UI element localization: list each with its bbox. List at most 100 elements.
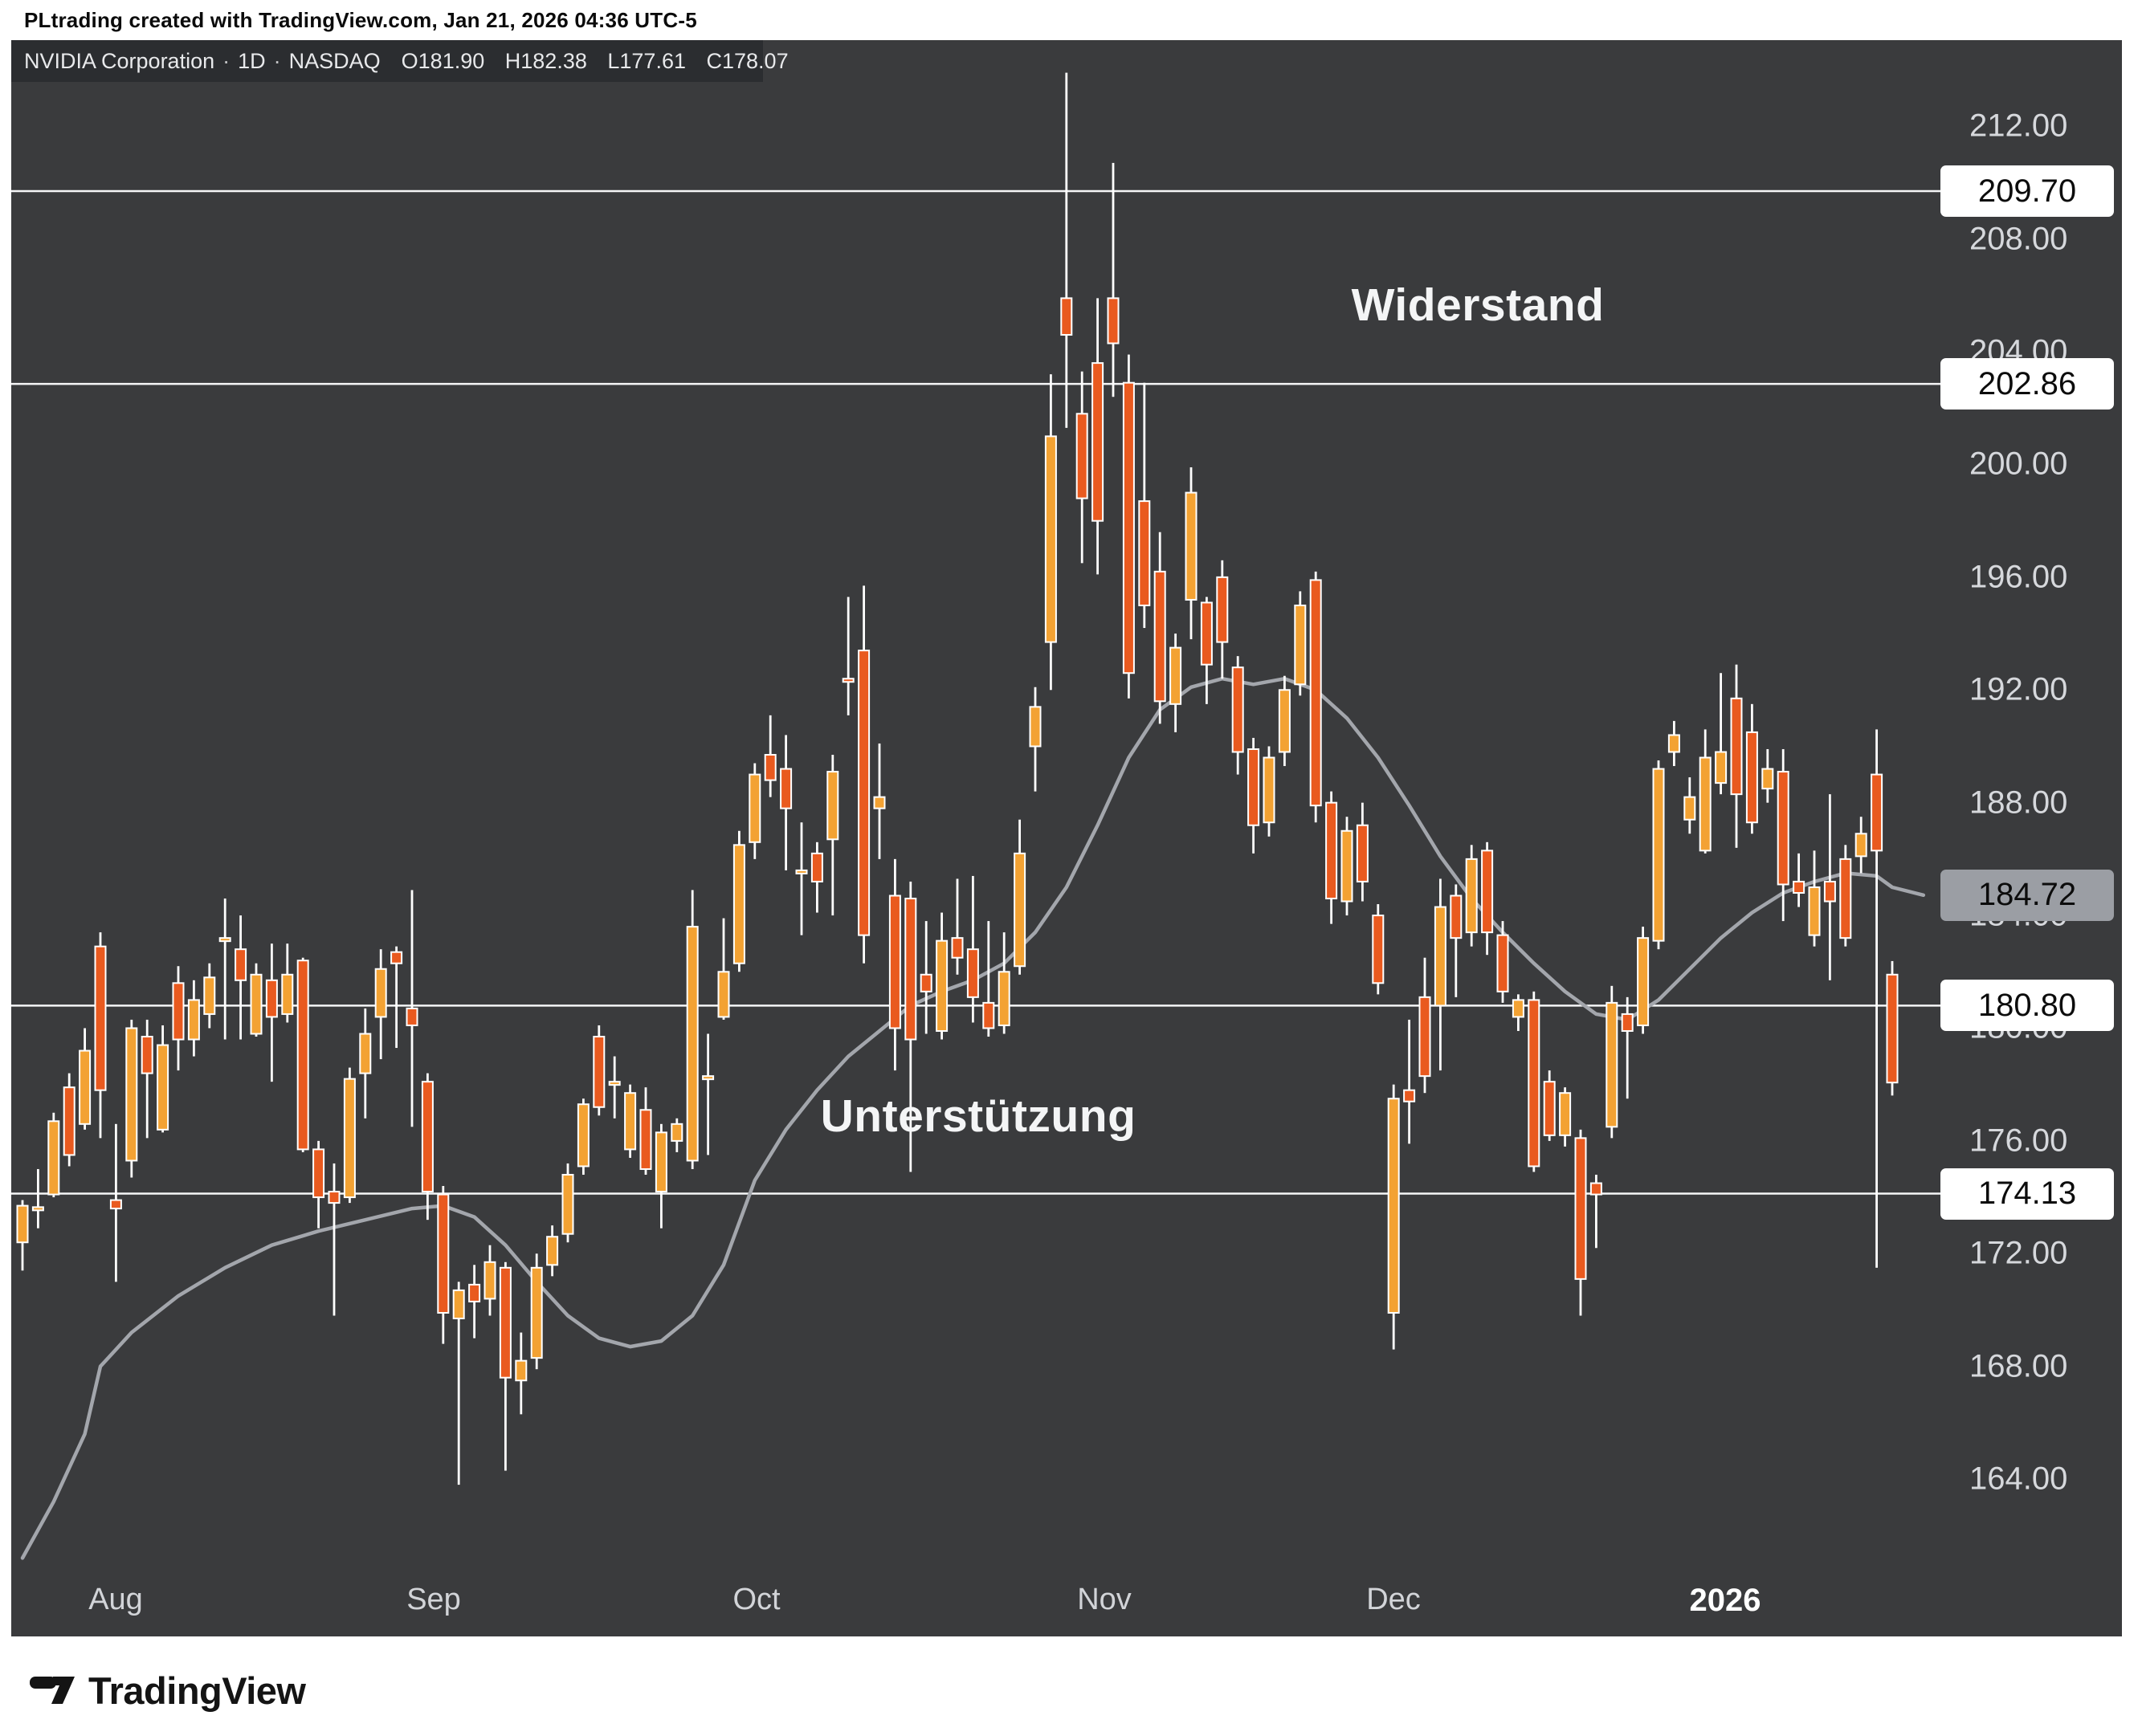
candle xyxy=(1216,560,1229,679)
candle xyxy=(1715,673,1728,795)
candle-body-up xyxy=(31,1206,44,1212)
candle xyxy=(858,585,871,964)
candle xyxy=(1606,985,1618,1139)
candle-body-up xyxy=(359,1033,372,1074)
candle xyxy=(1107,162,1120,397)
candle-body-up xyxy=(1044,435,1057,643)
candle xyxy=(1294,591,1307,696)
candle-wick xyxy=(333,1163,336,1316)
candle-wick xyxy=(145,1019,149,1139)
candle-body-up xyxy=(1169,646,1182,705)
candle xyxy=(1496,921,1509,1003)
candle xyxy=(1247,737,1260,854)
candle-body-up xyxy=(1029,706,1042,748)
candle xyxy=(1699,729,1712,854)
candle-body-up xyxy=(1340,829,1353,903)
candle xyxy=(639,1087,652,1175)
candle xyxy=(1574,1129,1587,1316)
candle xyxy=(265,943,278,1082)
candle-body-down xyxy=(1200,601,1213,666)
candle-body-down xyxy=(1091,362,1104,522)
candle-body-up xyxy=(732,844,745,964)
chart-canvas[interactable]: NVIDIA Corporation · 1D · NASDAQ O181.90… xyxy=(11,40,2122,1636)
candle-body-up xyxy=(749,773,761,843)
candle xyxy=(1029,687,1042,792)
candle-body-down xyxy=(764,754,777,781)
price-tick-208.00: 208.00 xyxy=(1969,221,2068,257)
candle xyxy=(1200,597,1213,704)
candle-body-up xyxy=(515,1359,528,1382)
candle xyxy=(1278,675,1291,767)
candle xyxy=(172,966,185,1071)
candle xyxy=(483,1245,496,1316)
candle-body-up xyxy=(1715,751,1728,784)
level-price-label-202.86: 202.86 xyxy=(1940,358,2114,410)
candle xyxy=(1075,371,1088,564)
candle-body-down xyxy=(1122,381,1135,674)
price-tick-188.00: 188.00 xyxy=(1969,784,2068,821)
candle-body-down xyxy=(1372,915,1385,984)
symbol-legend[interactable]: NVIDIA Corporation · 1D · NASDAQ O181.90… xyxy=(11,40,789,82)
candle-body-down xyxy=(982,1001,995,1029)
candle xyxy=(1886,960,1899,1096)
candle xyxy=(530,1253,543,1370)
candle-body-down xyxy=(780,768,793,809)
candle-body-up xyxy=(187,999,200,1041)
candle-body-down xyxy=(904,898,917,1041)
candle-body-down xyxy=(172,982,185,1041)
price-tick-176.00: 176.00 xyxy=(1969,1123,2068,1159)
candle-body-down xyxy=(468,1283,481,1302)
candle xyxy=(47,1112,60,1198)
candle-body-up xyxy=(16,1204,29,1244)
candle-body-up xyxy=(1014,852,1026,968)
candle-wick xyxy=(1455,884,1458,997)
candle-body-up xyxy=(717,971,730,1018)
candle-body-up xyxy=(125,1027,138,1162)
candle xyxy=(810,842,823,913)
candle xyxy=(1730,664,1743,848)
symbol-exchange: NASDAQ xyxy=(288,48,381,73)
candle-body-down xyxy=(109,1199,122,1210)
candle-body-down xyxy=(1060,297,1073,336)
candle-body-down xyxy=(1356,824,1369,882)
candle-body-up xyxy=(1808,886,1821,936)
candle xyxy=(1340,817,1353,916)
candle-body-up xyxy=(1854,833,1867,858)
candle-body-down xyxy=(63,1086,75,1156)
price-tick-192.00: 192.00 xyxy=(1969,671,2068,707)
candle-wick xyxy=(956,878,959,975)
candle xyxy=(1621,996,1634,1099)
candle xyxy=(780,735,793,870)
candle-body-up xyxy=(452,1289,465,1320)
candle-body-down xyxy=(858,650,871,936)
candle xyxy=(982,921,995,1037)
candle xyxy=(374,949,387,1060)
candle-body-down xyxy=(1730,697,1743,796)
candle xyxy=(296,957,309,1152)
symbol-title: NVIDIA Corporation xyxy=(24,48,215,73)
candle xyxy=(1839,845,1852,947)
candle xyxy=(1263,746,1275,837)
annotation-resistance: Widerstand xyxy=(1351,279,1605,331)
candle-body-up xyxy=(1683,796,1696,821)
candle-wick xyxy=(1720,673,1722,795)
candle xyxy=(141,1019,153,1139)
candle-wick xyxy=(1065,72,1068,428)
candle-body-up xyxy=(671,1123,683,1142)
tradingview-logo[interactable]: TradingView xyxy=(29,1667,306,1714)
candle xyxy=(94,932,107,1139)
candle xyxy=(1169,634,1182,732)
price-plot[interactable] xyxy=(11,40,2122,1636)
candle xyxy=(1060,72,1073,428)
candle-wick xyxy=(1626,996,1629,1099)
candle-body-up xyxy=(203,976,216,1015)
candle-body-up xyxy=(79,1049,92,1125)
candle xyxy=(717,918,730,1020)
candle xyxy=(732,830,745,972)
candle xyxy=(826,755,839,916)
candle-wick xyxy=(722,918,725,1020)
candle xyxy=(1091,298,1104,575)
candle xyxy=(499,1261,512,1471)
level-price-label-174.13: 174.13 xyxy=(1940,1168,2114,1220)
candle xyxy=(1014,819,1026,975)
